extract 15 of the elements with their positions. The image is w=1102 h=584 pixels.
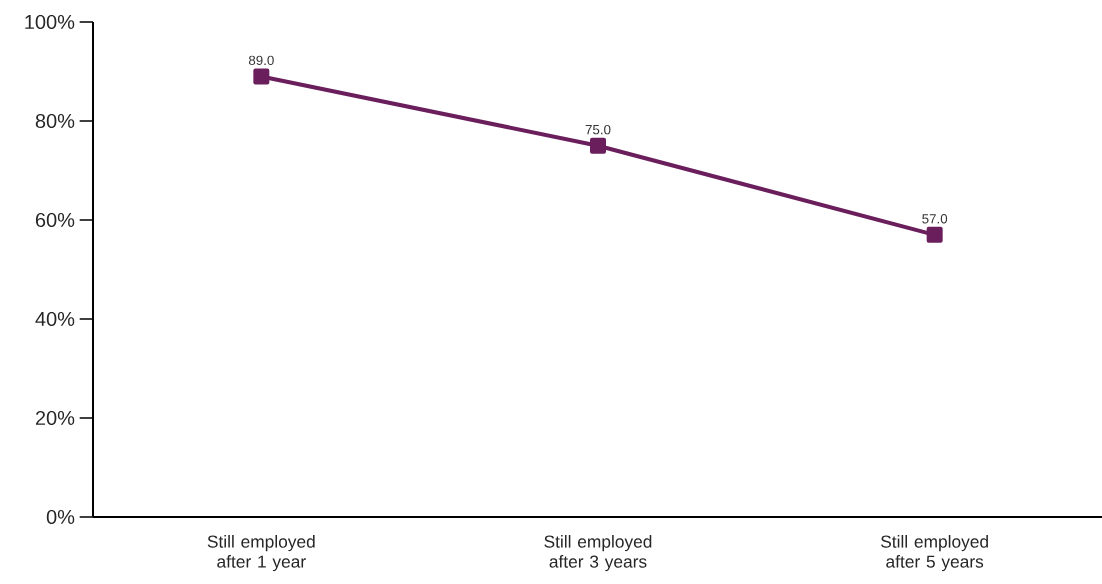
point [590,137,606,154]
y-tick-label: 0% [46,509,75,525]
x-tick-label: Still employed after 3 years [544,535,652,572]
y-tick-label: 100% [25,14,75,30]
point [926,226,943,243]
x-tick-label: Still employed after 1 year [207,535,315,572]
data-label: 89.0 [248,55,274,66]
point [253,68,270,85]
data-label: 57.0 [922,214,948,224]
x-tick-label: Still employed after 5 years [881,535,988,572]
y-tick-label: 20% [35,410,75,426]
y-tick-label: 80% [35,113,75,129]
y-tick-label: 60% [35,212,75,228]
data-label: 75.0 [585,124,611,135]
y-tick-label: 40% [35,311,75,327]
